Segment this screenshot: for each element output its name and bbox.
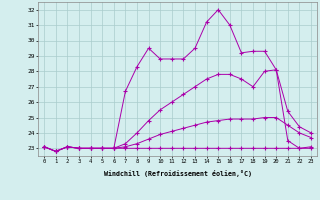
X-axis label: Windchill (Refroidissement éolien,°C): Windchill (Refroidissement éolien,°C) [104,170,252,177]
